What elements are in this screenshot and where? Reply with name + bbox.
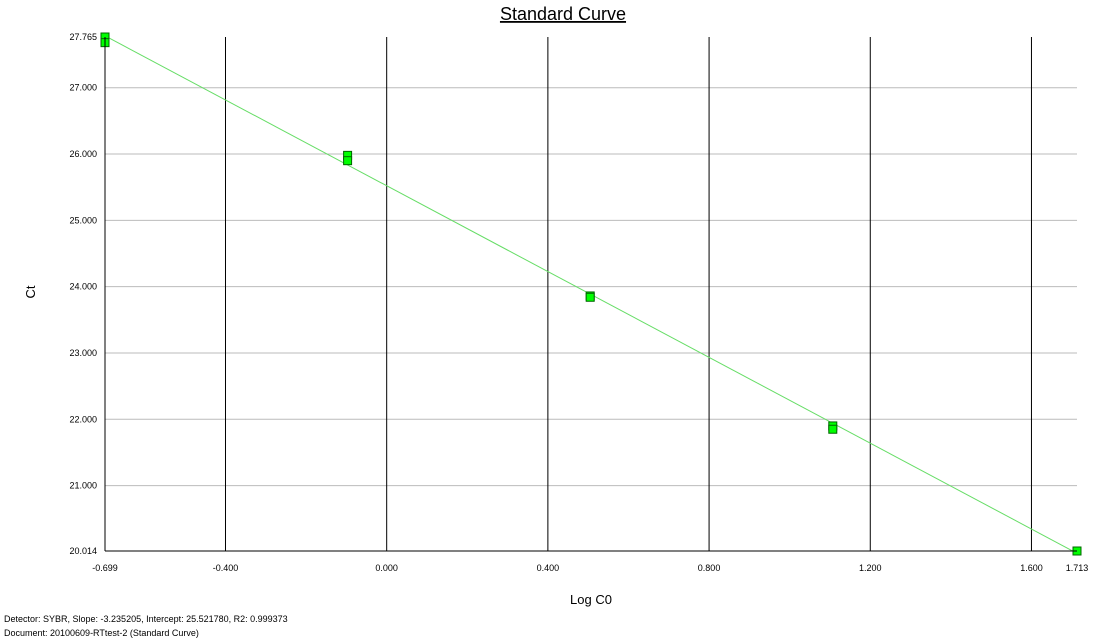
chart-title: Standard Curve — [500, 4, 626, 24]
x-tick-label: 1.200 — [859, 563, 882, 573]
x-tick-label: 0.000 — [375, 563, 398, 573]
y-axis-label: Ct — [23, 285, 38, 298]
tick-labels: 20.014 21.000 22.000 23.000 24.000 25.000 26.0… — [69, 32, 1088, 573]
grid-lines — [105, 37, 1077, 551]
y-tick-label: 23.000 — [69, 348, 97, 358]
detector-info: Detector: SYBR, Slope: -3.235205, Interc… — [4, 614, 288, 624]
data-point — [585, 292, 595, 302]
y-tick-label: 22.000 — [69, 414, 97, 424]
data-point — [828, 424, 838, 434]
x-tick-label: 0.800 — [698, 563, 721, 573]
x-tick-label: 0.400 — [537, 563, 560, 573]
y-tick-label: 27.000 — [69, 83, 97, 93]
y-tick-label: 27.765 — [69, 32, 97, 42]
data-point — [343, 156, 353, 166]
x-tick-label: -0.699 — [92, 563, 118, 573]
x-axis-label: Log C0 — [570, 592, 612, 607]
document-info: Document: 20100609-RTtest-2 (Standard Cu… — [4, 628, 199, 638]
axes — [104, 37, 1077, 552]
y-tick-label: 26.000 — [69, 149, 97, 159]
y-tick-label: 24.000 — [69, 282, 97, 292]
x-tick-label: 1.600 — [1020, 563, 1043, 573]
y-tick-label: 20.014 — [69, 546, 97, 556]
y-tick-label: 21.000 — [69, 481, 97, 491]
x-tick-label: -0.400 — [213, 563, 239, 573]
x-tick-label: 1.713 — [1066, 563, 1089, 573]
y-tick-label: 25.000 — [69, 215, 97, 225]
